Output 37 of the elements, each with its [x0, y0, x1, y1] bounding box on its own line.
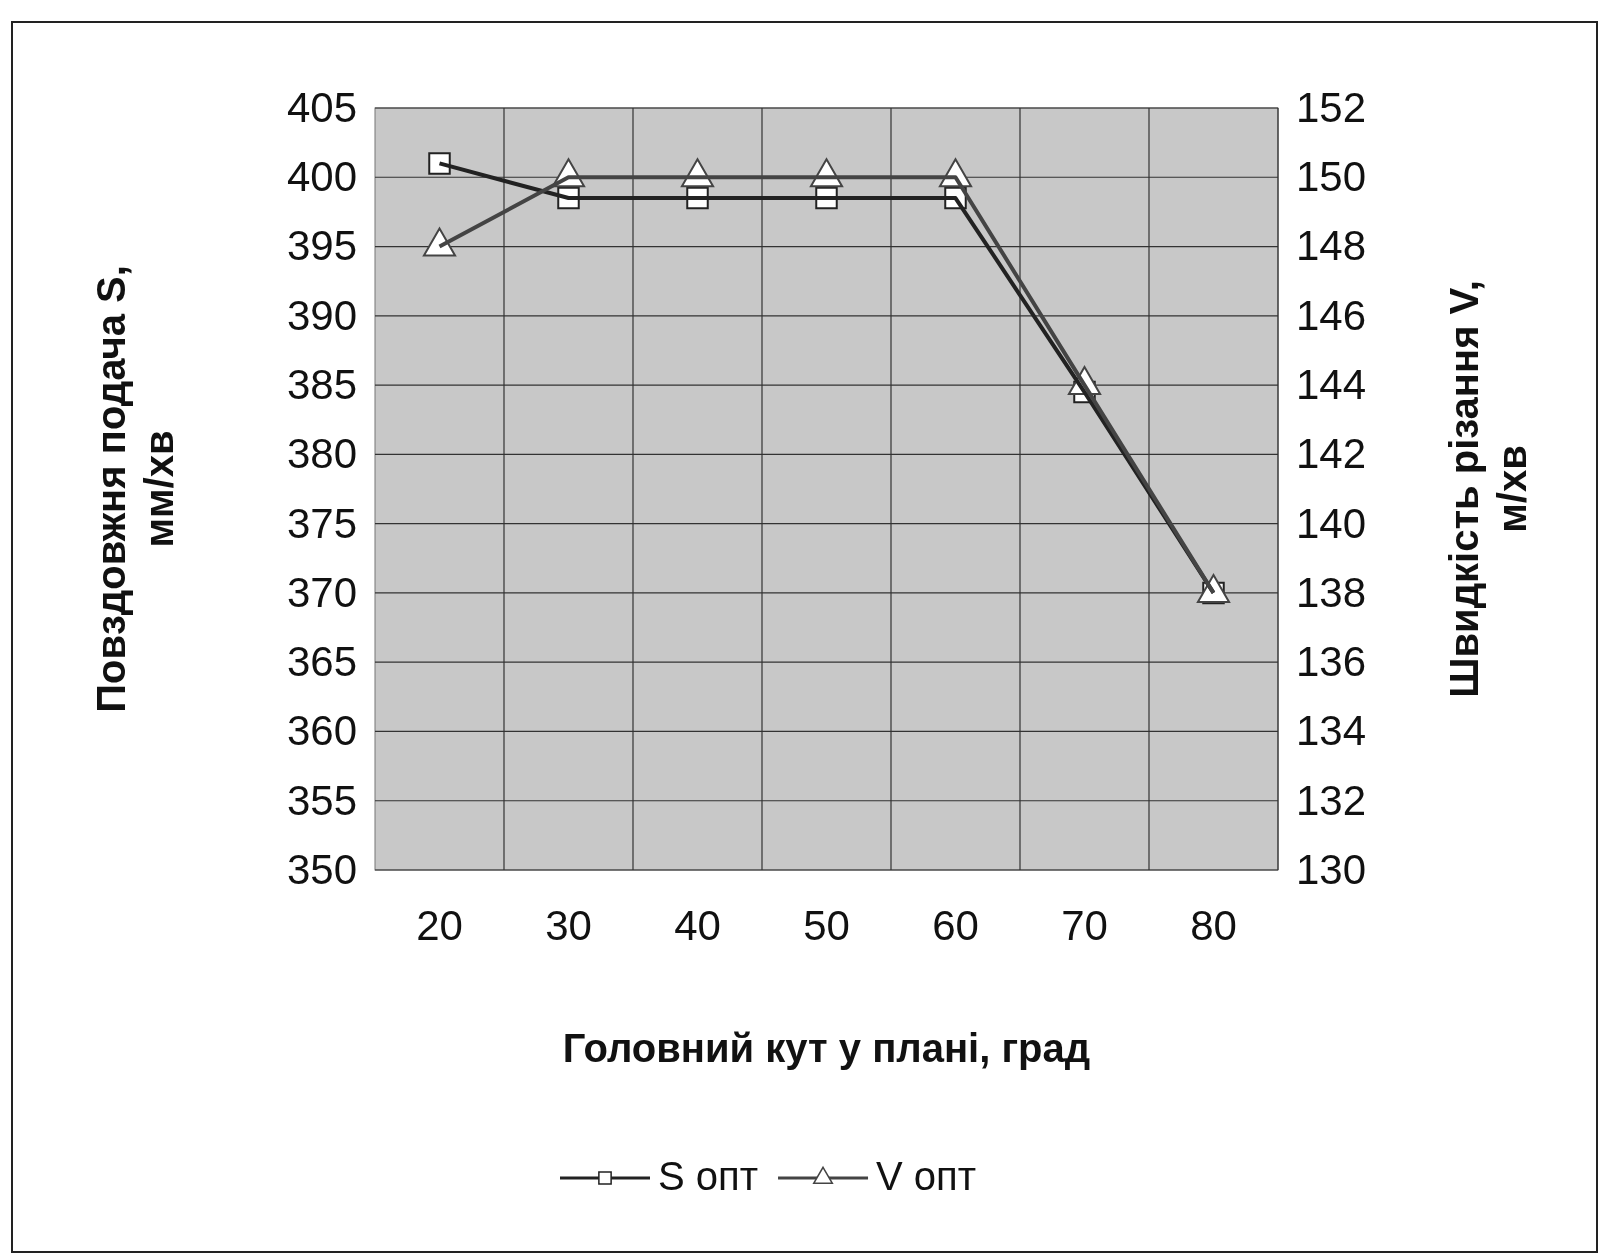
- y2-tick-label: 132: [1296, 776, 1367, 824]
- legend-label: S опт: [658, 1154, 759, 1198]
- y-tick-label: 385: [286, 361, 357, 409]
- x-tick-label: 20: [416, 901, 463, 949]
- y2-tick-label: 130: [1296, 845, 1367, 893]
- y2-tick-label: 136: [1296, 638, 1367, 686]
- y-axis-title: Повздовжня подача S, мм/хв: [89, 265, 181, 713]
- y-tick-label: 390: [286, 291, 357, 339]
- y-tick-label: 365: [286, 638, 357, 686]
- x-tick-label: 60: [932, 901, 979, 949]
- y-tick-label: 400: [286, 153, 357, 201]
- y-tick-label: 375: [286, 499, 357, 547]
- x-tick-label: 50: [803, 901, 850, 949]
- y2-axis-title: Швидкість різання V, м/хв: [1442, 280, 1534, 698]
- y2-tick-label: 138: [1296, 568, 1367, 616]
- x-tick-label: 80: [1190, 901, 1237, 949]
- x-tick-label: 30: [545, 901, 592, 949]
- y2-tick-label: 152: [1296, 83, 1367, 131]
- point: [428, 152, 451, 175]
- y-tick-label: 360: [286, 707, 357, 755]
- x-axis-title: Головний кут у плані, град: [562, 1026, 1091, 1070]
- y-tick-label: 370: [286, 568, 357, 616]
- legend-label: V опт: [876, 1154, 977, 1198]
- y2-tick-label: 148: [1296, 222, 1367, 270]
- y2-tick-label: 134: [1296, 707, 1367, 755]
- y2-tick-label: 142: [1296, 430, 1367, 478]
- x-tick-label: 40: [674, 901, 721, 949]
- y2-tick-label: 140: [1296, 499, 1367, 547]
- y-tick-label: 395: [286, 222, 357, 270]
- x-tick-label: 70: [1061, 901, 1108, 949]
- y2-tick-label: 150: [1296, 153, 1367, 201]
- y2-tick-label: 146: [1296, 291, 1367, 339]
- y-tick-label: 405: [286, 83, 357, 131]
- y2-tick-label: 144: [1296, 361, 1367, 409]
- y-tick-label: 350: [286, 845, 357, 893]
- y-tick-label: 380: [286, 430, 357, 478]
- y-tick-label: 355: [286, 776, 357, 824]
